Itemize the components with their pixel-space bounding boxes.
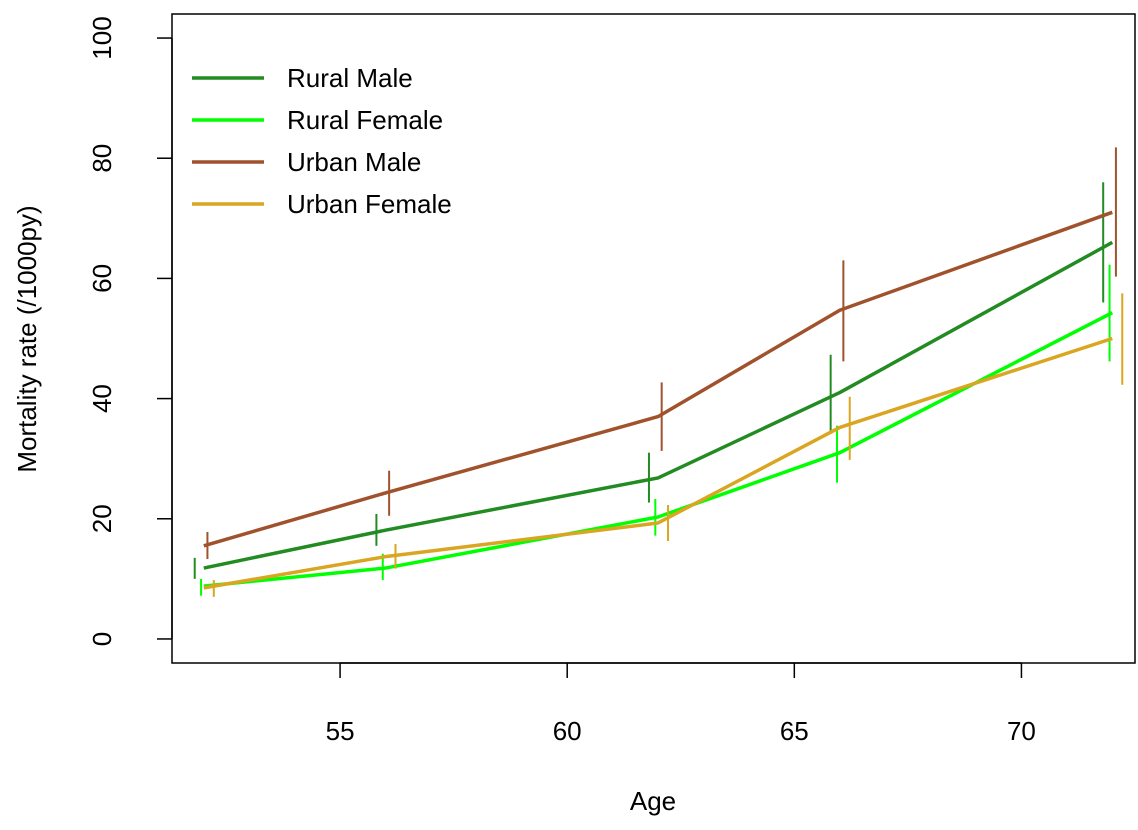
series-line xyxy=(203,311,1114,588)
legend-label: Urban Female xyxy=(287,189,452,219)
y-tick-label: 60 xyxy=(87,264,117,293)
series-line xyxy=(203,240,1114,570)
legend-label: Urban Male xyxy=(287,147,421,177)
y-tick-label: 0 xyxy=(87,632,117,646)
legend: Rural Male Rural Female Urban Male Urban Fe… xyxy=(192,63,452,219)
x-axis: 55 60 65 70 xyxy=(326,662,1036,746)
series-layer xyxy=(193,147,1124,597)
series-line xyxy=(203,336,1113,590)
legend-label: Rural Male xyxy=(287,63,413,93)
x-tick-label: 55 xyxy=(326,716,355,746)
series-urban-female xyxy=(203,293,1124,597)
x-axis-label: Age xyxy=(630,786,676,816)
y-axis: 0 20 40 60 80 100 xyxy=(87,16,173,646)
series-rural-female xyxy=(200,264,1114,596)
y-tick-label: 100 xyxy=(87,16,117,59)
series-rural-male xyxy=(193,182,1114,579)
series-urban-male xyxy=(203,147,1117,560)
y-axis-label: Mortality rate (/1000py) xyxy=(12,205,42,472)
y-tick-label: 80 xyxy=(87,144,117,173)
legend-label: Rural Female xyxy=(287,105,443,135)
y-tick-label: 40 xyxy=(87,384,117,413)
x-tick-label: 70 xyxy=(1007,716,1036,746)
y-tick-label: 20 xyxy=(87,504,117,533)
series-line xyxy=(203,210,1113,548)
x-tick-label: 65 xyxy=(780,716,809,746)
x-tick-label: 60 xyxy=(553,716,582,746)
